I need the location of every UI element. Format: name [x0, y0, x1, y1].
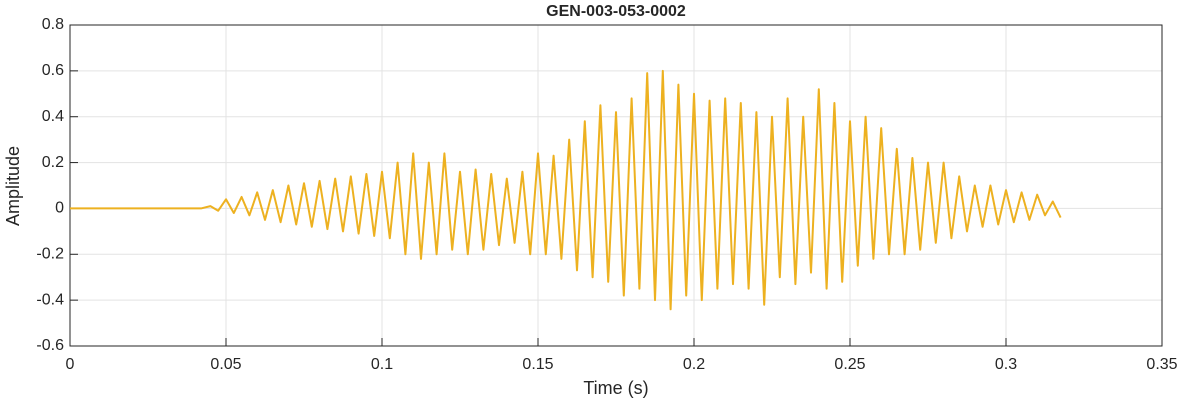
x-tick-label: 0.1 [371, 356, 393, 373]
y-tick-label: 0.6 [42, 62, 64, 79]
waveform-line [70, 69, 1062, 311]
x-tick-label: 0.35 [1146, 356, 1177, 373]
y-tick-label: 0 [55, 200, 64, 217]
y-tick-label: 0.2 [42, 154, 64, 171]
y-tick-label: -0.4 [36, 291, 64, 308]
y-tick-label: 0.8 [42, 16, 64, 33]
x-tick-label: 0.3 [995, 356, 1017, 373]
x-tick-label: 0.15 [522, 356, 553, 373]
y-tick-label: 0.4 [42, 108, 64, 125]
chart-title: GEN-003-053-0002 [546, 3, 686, 20]
x-tick-label: 0 [66, 356, 75, 373]
x-tick-label: 0.05 [210, 356, 241, 373]
x-axis-label: Time (s) [583, 378, 648, 398]
plot-frame [69, 24, 1163, 347]
y-tick-label: -0.2 [36, 246, 64, 263]
x-tick-label: 0.25 [834, 356, 865, 373]
x-tick-label: 0.2 [683, 356, 705, 373]
y-axis-label: Amplitude [3, 146, 23, 226]
y-tick-label: -0.6 [36, 337, 64, 354]
